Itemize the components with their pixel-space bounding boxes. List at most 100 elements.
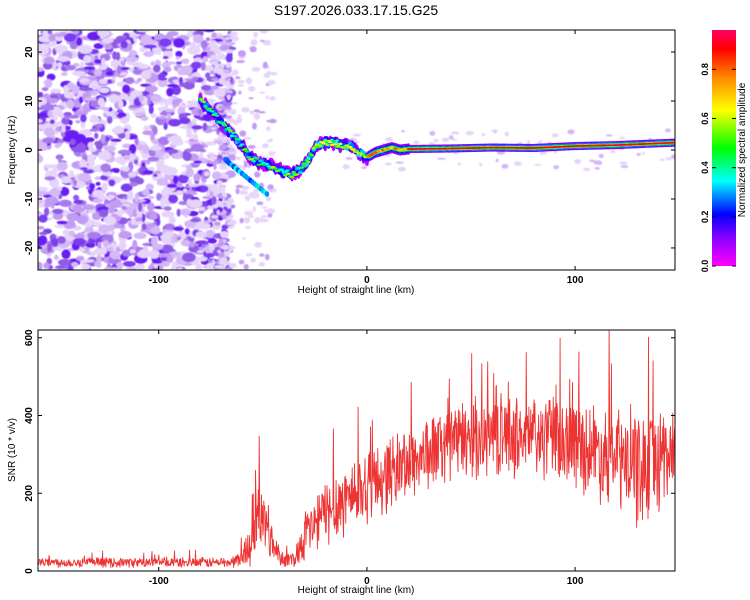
noise-blob: [106, 116, 113, 124]
noise-blob: [125, 55, 139, 62]
ridge-segment: [303, 165, 308, 168]
ridge-segment: [284, 169, 290, 172]
noise-blob: [538, 140, 543, 143]
noise-blob: [221, 151, 227, 155]
noise-blob: [46, 243, 52, 253]
noise-blob: [220, 72, 227, 80]
noise-blob: [132, 239, 138, 250]
noise-blob: [269, 138, 273, 143]
noise-blob: [48, 115, 58, 121]
noise-blob: [45, 196, 59, 204]
noise-blob: [245, 252, 253, 257]
noise-blob: [98, 209, 109, 218]
ridge-segment: [249, 158, 255, 161]
noise-blobs: [38, 30, 675, 270]
noise-blob: [252, 122, 257, 130]
noise-blob: [70, 138, 76, 146]
noise-blob: [178, 117, 191, 125]
noise-blob: [133, 80, 140, 85]
noise-blob: [49, 187, 60, 198]
noise-blob: [513, 161, 522, 166]
noise-blob: [52, 208, 64, 214]
noise-blob: [177, 267, 183, 270]
noise-blob: [259, 39, 265, 43]
noise-blob: [72, 30, 80, 35]
noise-blob: [129, 249, 136, 254]
noise-blob: [149, 87, 154, 97]
noise-blob: [209, 99, 217, 102]
noise-blob: [106, 51, 113, 55]
noise-blob: [217, 249, 221, 254]
noise-blob: [234, 76, 241, 80]
noise-blob: [176, 187, 190, 191]
noise-blob: [450, 131, 460, 135]
noise-blob: [118, 240, 127, 251]
noise-blob: [191, 125, 203, 130]
noise-blob: [94, 132, 99, 139]
noise-blob: [252, 206, 256, 213]
noise-blob: [263, 73, 271, 79]
noise-blob: [56, 161, 68, 171]
noise-blob: [161, 188, 170, 198]
noise-blob: [143, 50, 154, 57]
noise-blob: [501, 163, 509, 169]
noise-blob: [243, 161, 248, 168]
noise-blob: [225, 53, 233, 63]
noise-blob: [146, 202, 155, 212]
snr-series-line: [38, 330, 675, 568]
noise-blob: [598, 153, 604, 159]
noise-blob: [200, 61, 206, 71]
noise-blob: [641, 152, 645, 155]
noise-blob: [534, 163, 542, 166]
noise-blob: [41, 87, 49, 92]
noise-blob: [224, 73, 234, 78]
noise-blob: [401, 129, 406, 133]
noise-blob: [60, 124, 66, 133]
noise-blob: [134, 192, 139, 203]
noise-blob: [224, 267, 232, 270]
noise-blob: [83, 104, 89, 111]
noise-blob: [61, 72, 68, 77]
noise-blob: [44, 202, 51, 208]
ridge-segment: [243, 148, 248, 151]
noise-blob: [57, 56, 71, 62]
noise-blob: [168, 216, 176, 224]
noise-blob: [197, 249, 205, 254]
colorbar-tick-label: 0.2: [700, 211, 710, 224]
noise-blob: [50, 88, 62, 94]
noise-blob: [126, 190, 134, 201]
ridge-segment: [344, 144, 350, 147]
noise-blob: [263, 39, 272, 46]
noise-blob: [128, 171, 137, 177]
noise-blob: [72, 204, 86, 213]
noise-blob: [38, 235, 48, 246]
noise-blob: [248, 192, 256, 199]
noise-blob: [47, 110, 52, 117]
noise-blob: [63, 112, 72, 116]
noise-blob: [123, 154, 130, 160]
noise-blob: [55, 265, 67, 270]
ridge-segment: [301, 162, 306, 165]
noise-blob: [108, 179, 116, 187]
noise-blob: [239, 130, 247, 137]
ridge-segment: [236, 138, 241, 141]
noise-blob: [156, 218, 161, 226]
noise-blob: [147, 149, 159, 157]
noise-blob: [95, 181, 101, 186]
noise-blob: [259, 91, 266, 94]
noise-blob: [148, 213, 158, 220]
noise-blob: [175, 61, 183, 65]
frequency-ridge: [198, 92, 675, 197]
noise-blob: [267, 213, 273, 218]
noise-blob: [172, 175, 179, 185]
noise-blob: [182, 151, 192, 162]
noise-blob: [238, 259, 245, 265]
noise-blob: [79, 248, 86, 252]
noise-blob: [160, 256, 169, 263]
noise-blob: [133, 159, 139, 165]
noise-blob: [138, 63, 149, 69]
noise-blob: [135, 264, 144, 270]
noise-blob: [157, 77, 168, 81]
noise-blob: [166, 113, 172, 119]
